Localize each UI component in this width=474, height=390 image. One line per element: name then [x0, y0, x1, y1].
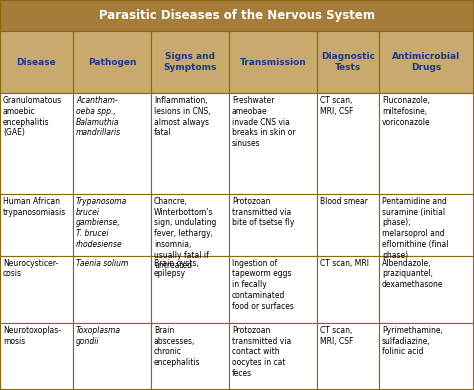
Text: Transmission: Transmission — [240, 58, 306, 67]
Text: Freshwater
ameobae
invade CNS via
breaks in skin or
sinuses: Freshwater ameobae invade CNS via breaks… — [232, 96, 296, 148]
Text: Parasitic Diseases of the Nervous System: Parasitic Diseases of the Nervous System — [99, 9, 375, 22]
Text: CT scan,
MRI, CSF: CT scan, MRI, CSF — [320, 326, 354, 346]
Bar — [379, 323, 474, 390]
Bar — [0, 0, 474, 31]
Text: Toxoplasma
gondii: Toxoplasma gondii — [76, 326, 121, 346]
Bar — [229, 194, 317, 255]
Text: Blood smear: Blood smear — [320, 197, 368, 206]
Text: Pentamidine and
suramine (initial
phase);
melarsoprol and
eflornithine (final
ph: Pentamidine and suramine (initial phase)… — [382, 197, 448, 260]
Bar — [317, 194, 379, 255]
Bar — [0, 255, 73, 323]
Bar — [317, 323, 379, 390]
Bar — [73, 93, 151, 194]
Bar — [151, 255, 229, 323]
Bar — [379, 194, 474, 255]
Text: Protozoan
transmitted via
bite of tsetse fly: Protozoan transmitted via bite of tsetse… — [232, 197, 294, 227]
Bar — [73, 323, 151, 390]
Text: Human African
trypanosomiasis: Human African trypanosomiasis — [3, 197, 66, 216]
Bar — [379, 31, 474, 93]
Text: Trypanosoma
brucei
gambiense,
T. brucei
rhodesiense: Trypanosoma brucei gambiense, T. brucei … — [76, 197, 127, 249]
Bar — [73, 255, 151, 323]
Bar — [317, 93, 379, 194]
Bar — [73, 194, 151, 255]
Bar — [151, 93, 229, 194]
Bar — [379, 93, 474, 194]
Text: Protozoan
transmitted via
contact with
oocytes in cat
feces: Protozoan transmitted via contact with o… — [232, 326, 291, 378]
Bar — [229, 323, 317, 390]
Bar — [0, 31, 73, 93]
Bar — [379, 255, 474, 323]
Bar — [229, 255, 317, 323]
Bar — [151, 323, 229, 390]
Text: Acantham-
oeba spp.,
Balamuthia
mandrillaris: Acantham- oeba spp., Balamuthia mandrill… — [76, 96, 121, 137]
Bar — [317, 255, 379, 323]
Text: Ingestion of
tapeworm eggs
in fecally
contaminated
food or surfaces: Ingestion of tapeworm eggs in fecally co… — [232, 259, 294, 310]
Text: Brain
abscesses,
chronic
encephalitis: Brain abscesses, chronic encephalitis — [154, 326, 201, 367]
Text: Signs and
Symptoms: Signs and Symptoms — [164, 52, 217, 72]
Text: Diagnostic
Tests: Diagnostic Tests — [321, 52, 375, 72]
Text: Neurotoxoplas-
mosis: Neurotoxoplas- mosis — [3, 326, 61, 346]
Bar — [73, 31, 151, 93]
Text: CT scan, MRI: CT scan, MRI — [320, 259, 369, 268]
Bar — [0, 93, 73, 194]
Text: Pyrimethamine,
sulfadiazine,
folinic acid: Pyrimethamine, sulfadiazine, folinic aci… — [382, 326, 443, 356]
Text: Taenia solium: Taenia solium — [76, 259, 128, 268]
Bar — [229, 93, 317, 194]
Bar — [0, 194, 73, 255]
Bar — [151, 194, 229, 255]
Text: Disease: Disease — [17, 58, 56, 67]
Text: Granulomatous
amoebic
encephalitis
(GAE): Granulomatous amoebic encephalitis (GAE) — [3, 96, 62, 137]
Text: Brain cysts,
epilepsy: Brain cysts, epilepsy — [154, 259, 199, 278]
Bar — [151, 31, 229, 93]
Text: CT scan,
MRI, CSF: CT scan, MRI, CSF — [320, 96, 354, 116]
Text: Fluconazole,
miltefosine,
voriconazole: Fluconazole, miltefosine, voriconazole — [382, 96, 430, 126]
Text: Albendazole,
praziquantel,
dexamethasone: Albendazole, praziquantel, dexamethasone — [382, 259, 444, 289]
Bar — [0, 323, 73, 390]
Text: Pathogen: Pathogen — [88, 58, 136, 67]
Text: Antimicrobial
Drugs: Antimicrobial Drugs — [392, 52, 461, 72]
Text: Chancre,
Winterbottom's
sign, undulating
fever, lethargy,
insomnia,
usually fata: Chancre, Winterbottom's sign, undulating… — [154, 197, 216, 270]
Bar — [317, 31, 379, 93]
Text: Neurocysticer-
cosis: Neurocysticer- cosis — [3, 259, 58, 278]
Bar — [229, 31, 317, 93]
Text: Inflammation,
lesions in CNS,
almost always
fatal: Inflammation, lesions in CNS, almost alw… — [154, 96, 210, 137]
